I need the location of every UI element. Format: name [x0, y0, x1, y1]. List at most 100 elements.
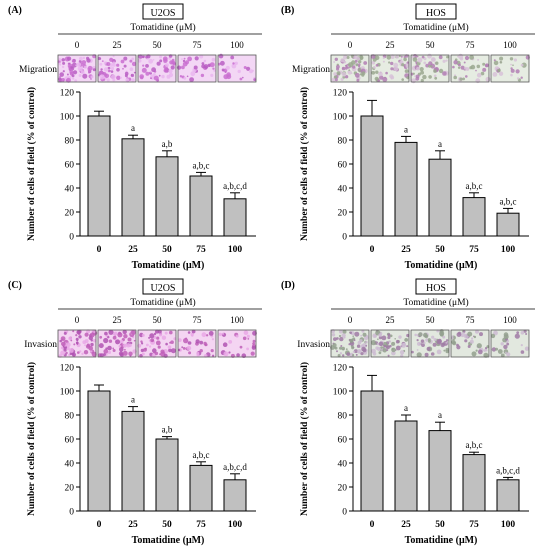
micrograph-cell [416, 352, 422, 358]
y-tick-label: 120 [333, 89, 348, 99]
bar [121, 138, 145, 237]
micrograph-cell [201, 62, 205, 65]
micrograph-cell [358, 65, 361, 68]
bar [121, 410, 145, 512]
bar [360, 115, 384, 237]
micrograph-cell [170, 340, 174, 344]
micrograph-cell [431, 335, 435, 339]
micrograph-cell [515, 69, 520, 74]
micrograph-cell [340, 58, 345, 63]
micrograph-cell [84, 344, 86, 347]
micrograph-cell [90, 75, 94, 79]
micrograph-cell [493, 59, 496, 62]
micrograph-cell [436, 329, 439, 333]
x-tick-label: 25 [128, 520, 138, 530]
micrograph-cell [430, 352, 435, 356]
micrograph-cell [390, 77, 393, 80]
micrograph-cell [157, 339, 160, 341]
micrograph-cell [341, 346, 345, 351]
micrograph-cell [387, 335, 391, 340]
x-tick-label: 0 [97, 520, 102, 530]
micrograph-cell [349, 331, 352, 334]
y-tick-label: 100 [60, 113, 75, 123]
micrograph-cell [141, 352, 145, 356]
micrograph-cell [400, 55, 403, 58]
micrograph-cell [503, 344, 508, 350]
micrograph-border [450, 329, 490, 358]
micrograph-cell [377, 79, 381, 82]
micrograph-cell [457, 63, 461, 67]
micrograph-cell [76, 339, 79, 342]
micrograph-cell [183, 57, 186, 60]
panel-letter: (B) [281, 5, 294, 16]
micrograph-cell [222, 342, 228, 347]
micrograph-cell [181, 65, 185, 70]
micrograph-cell [138, 54, 143, 59]
micrograph-cell [76, 343, 79, 345]
micrograph-cell [66, 346, 70, 351]
micrograph-cell [122, 67, 124, 70]
micrograph-border [217, 329, 257, 358]
micrograph-cell [378, 333, 382, 337]
x-tick-label: 50 [435, 520, 445, 530]
micrograph-cell [430, 65, 433, 68]
micrograph-cell [86, 343, 91, 347]
micrograph-cell [354, 331, 360, 337]
y-tick-label: 120 [60, 364, 75, 374]
micrograph-cell [506, 342, 510, 346]
micrograph-cell [189, 77, 195, 82]
cell-line-label: U2OS [150, 8, 175, 19]
micrograph-cell [428, 340, 431, 343]
x-axis-label: Tomatidine (μM) [405, 260, 478, 271]
micrograph-cell [159, 333, 163, 337]
dose-label: 50 [153, 40, 163, 50]
micrograph-cell [115, 339, 121, 345]
micrograph-cell [510, 68, 515, 73]
micrograph-cell [250, 351, 255, 356]
micrograph-cell [67, 56, 72, 61]
micrograph-cell [350, 72, 353, 75]
micrograph-cell [339, 352, 343, 355]
micrograph-cell [112, 63, 116, 67]
micrograph-cell [459, 57, 464, 61]
y-tick-label: 0 [69, 508, 74, 518]
micrograph-cell [499, 56, 504, 61]
y-tick-label: 0 [342, 233, 347, 243]
y-axis-label: Number of cells of field (% of control) [299, 87, 310, 241]
y-tick-label: 120 [333, 364, 348, 374]
significance-label: a [404, 124, 408, 134]
micrograph-cell [61, 338, 64, 341]
micrograph-cell [467, 345, 471, 348]
micrograph-cell [119, 347, 124, 352]
micrograph-cell [464, 55, 470, 61]
bar [394, 141, 418, 237]
panel-letter: (C) [8, 280, 22, 291]
micrograph-cell [334, 78, 338, 82]
micrograph-cell [514, 333, 520, 339]
micrograph-cell [58, 77, 62, 81]
micrograph-cell [389, 334, 393, 338]
panel-1: (B) HOS Tomatidine (μM) Migration 0 25 50 75 100… [281, 3, 535, 271]
treatment-label: Tomatidine (μM) [403, 297, 468, 308]
micrograph-cell [247, 338, 250, 340]
micrograph-cell [418, 332, 423, 337]
micrograph-cell [163, 68, 168, 73]
micrograph-cell [421, 55, 425, 59]
micrograph-cell [88, 68, 91, 70]
micrograph-cell [169, 341, 172, 344]
micrograph-cell [110, 74, 116, 80]
micrograph-cell [393, 66, 399, 71]
micrograph-cell [71, 60, 75, 63]
micrograph-cell [185, 60, 189, 65]
micrograph-cell [376, 346, 381, 351]
micrograph-cell [119, 339, 124, 344]
micrograph-cell [243, 330, 249, 335]
bar [394, 420, 418, 512]
micrograph-cell [63, 331, 67, 335]
micrograph-cell [457, 66, 461, 70]
micrograph-cell [196, 353, 200, 357]
micrograph-border [57, 54, 97, 83]
micrograph-cell [205, 334, 209, 337]
micrograph-cell [61, 341, 66, 347]
micrograph-cell [60, 346, 64, 350]
